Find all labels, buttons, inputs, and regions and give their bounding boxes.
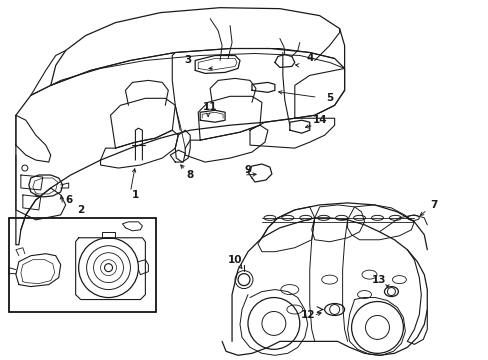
Text: 5: 5 bbox=[325, 93, 333, 103]
Text: 4: 4 bbox=[305, 54, 313, 63]
Text: 8: 8 bbox=[186, 170, 193, 180]
Text: 1: 1 bbox=[132, 190, 139, 200]
Text: 11: 11 bbox=[203, 102, 217, 112]
Bar bbox=[9, 218, 156, 312]
Circle shape bbox=[104, 264, 112, 272]
Text: 10: 10 bbox=[227, 255, 242, 265]
Text: 12: 12 bbox=[300, 310, 314, 320]
Circle shape bbox=[238, 274, 249, 285]
Text: 7: 7 bbox=[430, 200, 437, 210]
Text: 9: 9 bbox=[244, 165, 251, 175]
Text: 6: 6 bbox=[65, 195, 72, 205]
Text: 2: 2 bbox=[77, 205, 84, 215]
Text: 14: 14 bbox=[312, 115, 326, 125]
Text: 3: 3 bbox=[184, 55, 191, 66]
Text: 13: 13 bbox=[371, 275, 386, 285]
